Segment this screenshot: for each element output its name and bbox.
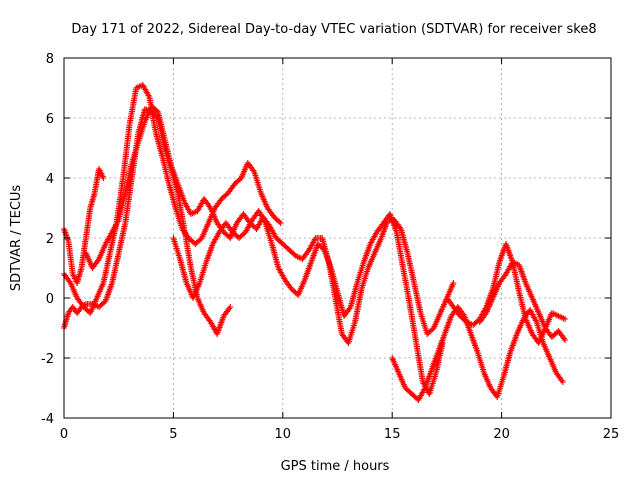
y-axis-label: SDTVAR / TECUs <box>9 185 24 292</box>
data-point <box>276 218 283 225</box>
x-tick-label: 0 <box>60 427 68 442</box>
y-tick-label: 8 <box>46 52 54 67</box>
y-tick-label: -4 <box>41 412 54 427</box>
points-layer <box>61 82 569 403</box>
data-point <box>562 337 569 343</box>
y-tick-label: 6 <box>46 112 54 127</box>
x-tick-label: 25 <box>603 427 620 442</box>
y-tick-label: 2 <box>46 232 54 247</box>
x-tick-label: 5 <box>169 427 177 442</box>
data-point <box>227 304 234 310</box>
y-tick-label: 4 <box>46 172 54 187</box>
chart-title: Day 171 of 2022, Sidereal Day-to-day VTE… <box>71 22 596 37</box>
data-point <box>100 175 107 181</box>
y-tick-label: -2 <box>41 352 54 367</box>
x-axis-label: GPS time / hours <box>281 459 390 474</box>
data-point <box>450 280 457 286</box>
ticks-layer: 0 5 10 15 20 25 -4 -2 0 2 4 6 8 <box>41 52 619 442</box>
data-point <box>562 316 569 322</box>
x-tick-label: 10 <box>275 427 292 442</box>
x-tick-label: 20 <box>493 427 510 442</box>
data-point <box>277 220 284 226</box>
x-tick-label: 15 <box>384 427 401 442</box>
data-point <box>559 379 566 385</box>
y-tick-label: 0 <box>46 292 54 307</box>
